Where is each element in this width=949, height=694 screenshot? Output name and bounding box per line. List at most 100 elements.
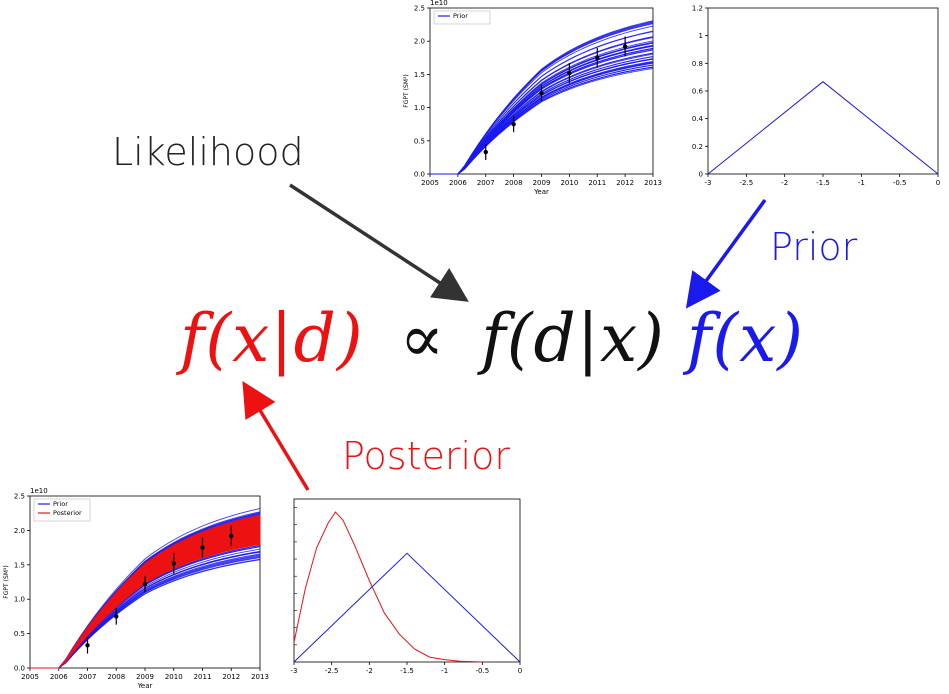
x-tick-label: -0.5	[893, 179, 907, 187]
prior-ensemble-line	[430, 53, 654, 175]
prior-ensemble-line	[430, 60, 654, 175]
x-tick-label: -1.5	[400, 667, 414, 675]
y-tick-label: 0.8	[692, 60, 703, 68]
y-tick-label: 0.0	[14, 665, 25, 673]
y-tick-label: 1.0	[14, 596, 25, 604]
likelihood-label: Likelihood	[112, 130, 304, 174]
x-tick-label: 2012	[616, 179, 634, 187]
y-tick-label: 2.5	[14, 493, 25, 501]
x-tick-label: 2006	[449, 179, 467, 187]
x-tick-label: 2008	[505, 179, 523, 187]
y-tick-label: 0.5	[414, 137, 425, 145]
prior-density-line	[707, 81, 939, 175]
prior-ensemble-line	[30, 558, 261, 669]
prior-ensemble-line	[30, 540, 261, 669]
observation-point	[567, 70, 572, 76]
legend-entry: Prior	[453, 12, 468, 20]
observation-point	[114, 614, 119, 619]
x-tick-label: 2005	[21, 673, 39, 681]
x-tick-label: -3	[705, 179, 712, 187]
y-tick-label: 1	[699, 32, 703, 40]
observation-point	[229, 533, 234, 539]
prior-ensemble-line	[30, 534, 261, 669]
likelihood-fgpt-chart: 2005 2006 2007 2008 2009 2010 2011 2012 2013 0.0 0…	[403, 0, 662, 196]
x-tick-label: -2	[366, 667, 373, 675]
observation-point	[171, 561, 176, 566]
posterior-distribution-chart: -3 -2.5 -2 -1.5 -1 -0.5 0	[291, 498, 522, 675]
prior-ensemble-line	[430, 23, 654, 175]
x-tick-label: -3	[291, 667, 298, 675]
prior-ensemble-line	[30, 539, 261, 669]
prior-ensemble-line	[430, 47, 654, 175]
x-tick-label: 2013	[644, 179, 662, 187]
prior-ensemble-line	[430, 41, 654, 175]
x-tick-label: -2	[781, 179, 788, 187]
prior-ensemble-line	[430, 44, 654, 175]
x-tick-label: 2009	[136, 673, 154, 681]
prior-distribution-chart: -3 -2.5 -2 -1.5 -1 -0.5 0 0 0.2 0.4 0.6 0.8 1 1.2	[692, 5, 940, 188]
observation-point	[483, 149, 488, 155]
legend: Prior	[433, 10, 491, 25]
x-tick-label: 2007	[79, 673, 97, 681]
x-tick-label: -2.5	[325, 667, 339, 675]
prior-ensemble-line	[30, 540, 261, 669]
x-axis-label: Year	[137, 682, 153, 690]
prior-ensemble-line	[430, 42, 654, 175]
scale-label: 1e10	[30, 487, 48, 495]
observation-point	[142, 581, 148, 587]
x-axis-label: Year	[533, 188, 549, 196]
prior-ensemble-line	[430, 41, 654, 175]
prior-ensemble-line	[30, 537, 261, 669]
x-tick-label: 2008	[107, 673, 125, 681]
observation-point	[85, 643, 90, 648]
bayes-equation: f(x|d) ∝ f(d|x) f(x)	[180, 300, 804, 377]
observation-point	[539, 90, 544, 96]
x-tick-label: -0.5	[475, 667, 489, 675]
x-tick-label: -1	[441, 667, 448, 675]
legend-box	[433, 10, 491, 25]
prior-label: Prior	[770, 225, 858, 269]
plot-frame	[707, 7, 939, 175]
y-tick-label: 0	[699, 171, 703, 179]
x-tick-label: 2010	[165, 673, 183, 681]
x-tick-label: -2.5	[739, 179, 753, 187]
x-tick-label: -1	[858, 179, 865, 187]
prior-ensemble-line	[430, 64, 654, 175]
y-tick-label: 0.0	[414, 171, 425, 179]
y-axis-label: FGPT (SM³)	[403, 74, 410, 107]
axes: -3 -2.5 -2 -1.5 -1 -0.5 0	[291, 498, 522, 675]
observation-point	[595, 55, 600, 60]
legend-entry: Posterior	[53, 509, 82, 517]
x-tick-label: 0	[518, 667, 522, 675]
y-tick-label: 2.5	[414, 5, 425, 13]
y-tick-label: 2.0	[414, 38, 425, 46]
prior-ensemble-line	[30, 534, 261, 669]
posterior-arrow	[242, 381, 310, 491]
prior-ensemble-line	[430, 61, 654, 175]
y-tick-label: 2.0	[14, 527, 25, 535]
prior-ensemble-line	[430, 64, 654, 175]
x-tick-label: 2012	[222, 673, 240, 681]
prior-ensemble-line	[430, 47, 654, 175]
prior-density-line	[293, 552, 521, 663]
prior-ensemble-line	[430, 47, 654, 175]
axes: -3 -2.5 -2 -1.5 -1 -0.5 0 0 0.2 0.4 0.6 0.8 1 1.2	[692, 5, 940, 188]
y-axis-label: FGPT (SM³)	[3, 565, 10, 598]
scale-label: 1e10	[430, 0, 448, 7]
y-tick-label: 0.4	[692, 115, 704, 123]
observation-point	[200, 545, 205, 550]
x-tick-label: 2010	[560, 179, 578, 187]
x-tick-label: 2009	[533, 179, 551, 187]
observation-point	[622, 44, 628, 49]
posterior-density-line	[293, 511, 483, 663]
y-tick-label: 0.6	[692, 88, 704, 96]
likelihood-term: f(d|x)	[481, 300, 665, 377]
y-tick-label: 1.0	[414, 104, 425, 112]
posterior-label: Posterior	[342, 434, 510, 478]
prior-term: f(x)	[686, 300, 805, 377]
x-tick-label: 2005	[421, 179, 439, 187]
x-tick-label: 2013	[251, 673, 269, 681]
posterior-term: f(x|d)	[180, 300, 364, 377]
x-tick-label: 2007	[477, 179, 495, 187]
